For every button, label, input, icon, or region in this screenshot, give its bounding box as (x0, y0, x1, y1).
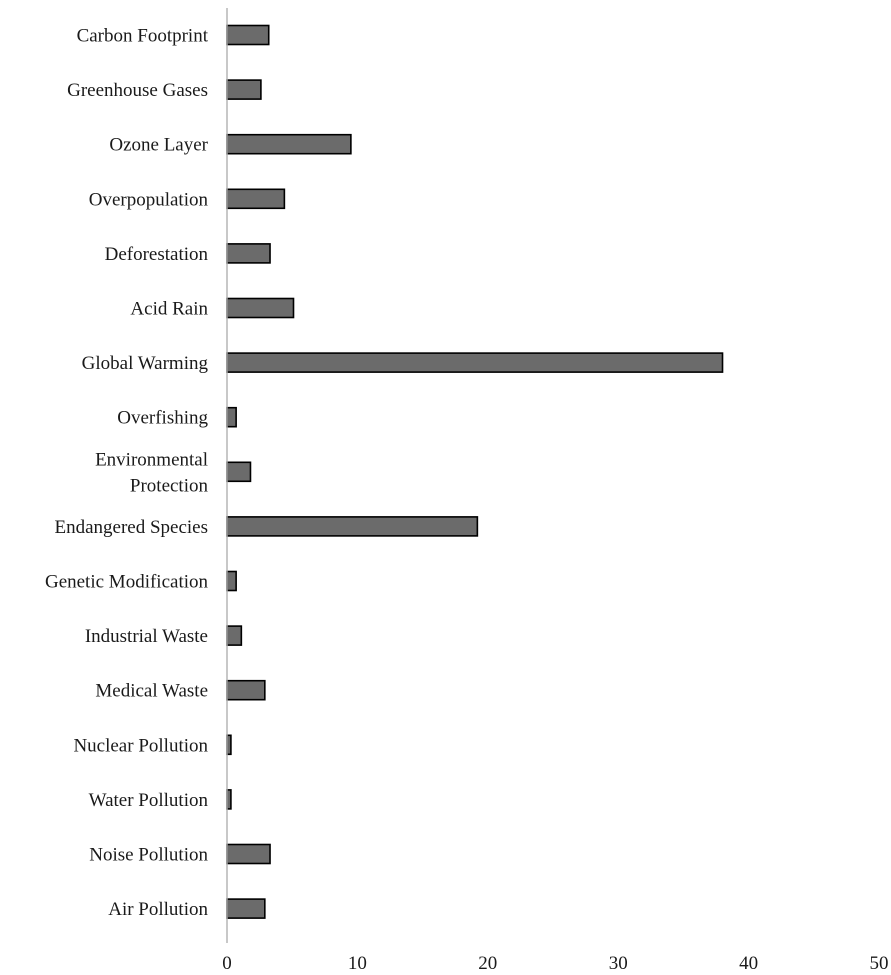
category-label: Medical Waste (95, 681, 208, 702)
category-label: Environmental Protection (95, 449, 208, 496)
bar (226, 188, 286, 210)
category-label: Ozone Layer (109, 135, 208, 156)
bar (226, 24, 270, 46)
bar (226, 570, 237, 592)
bar (226, 406, 237, 428)
bar (226, 679, 266, 701)
bars-group (226, 24, 724, 919)
category-label: Nuclear Pollution (73, 735, 208, 756)
x-tick-label: 40 (739, 953, 758, 974)
bar (226, 243, 271, 264)
category-label: Overfishing (117, 408, 208, 429)
bar (226, 297, 295, 319)
bar (226, 516, 479, 537)
x-tick-label: 30 (609, 953, 628, 974)
category-labels: Carbon Footprint Greenhouse Gases Ozone La… (45, 26, 209, 921)
category-label: Carbon Footprint (77, 26, 209, 47)
bar (226, 133, 352, 155)
category-label: Genetic Modification (45, 572, 209, 593)
bar (226, 79, 262, 100)
category-label: Acid Rain (130, 299, 208, 320)
category-label: Greenhouse Gases (67, 80, 208, 101)
bar (226, 898, 266, 919)
x-tick-labels: 0 10 20 30 40 50 (222, 953, 888, 974)
category-label: Noise Pollution (89, 845, 208, 866)
x-tick-label: 0 (222, 953, 232, 974)
x-tick-label: 20 (478, 953, 497, 974)
category-label: Industrial Waste (85, 626, 208, 647)
bar (226, 352, 724, 373)
category-label: Endangered Species (54, 517, 208, 538)
bar (226, 843, 271, 865)
bar (226, 625, 243, 646)
category-label: Air Pollution (108, 899, 208, 920)
x-tick-label: 10 (348, 953, 367, 974)
category-label: Deforestation (105, 244, 209, 265)
category-label: Global Warming (82, 353, 209, 374)
category-label: Overpopulation (89, 189, 209, 210)
bar (226, 461, 252, 483)
category-label: Water Pollution (89, 790, 209, 811)
x-tick-label: 50 (870, 953, 889, 974)
